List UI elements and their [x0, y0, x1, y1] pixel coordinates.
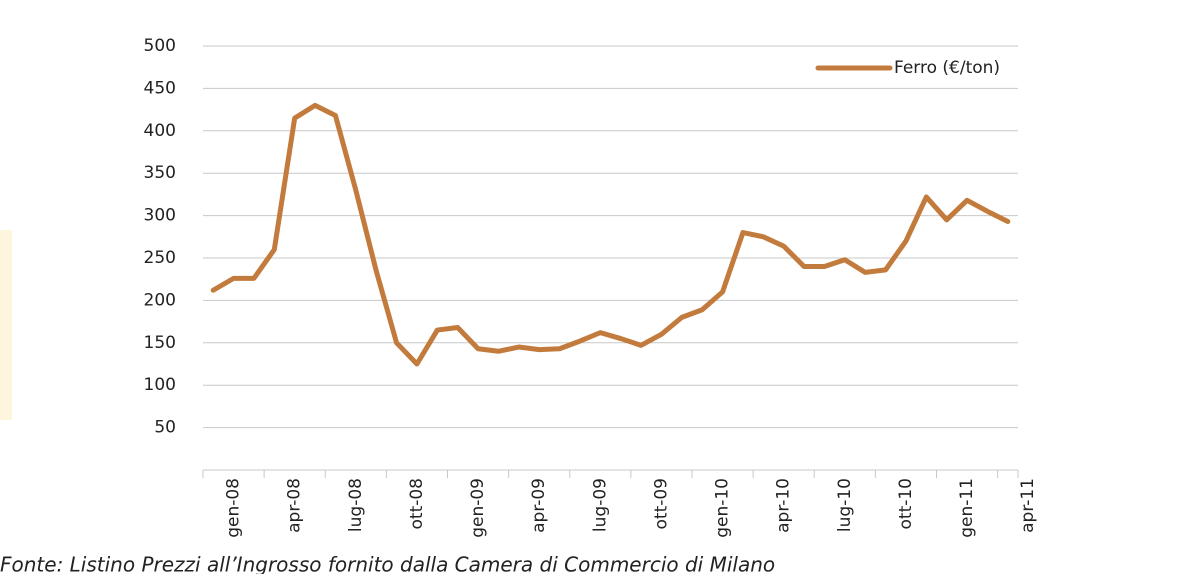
source-note: Fonte: Listino Prezzi all’Ingrosso forni…: [0, 553, 775, 574]
decoration: [0, 230, 12, 420]
y-tick-label: 350: [144, 163, 176, 183]
x-tick-label: lug-09: [590, 478, 610, 532]
x-tick-label: apr-09: [529, 478, 549, 533]
legend-label: Ferro (€/ton): [894, 58, 1000, 78]
x-tick-label: apr-10: [774, 478, 794, 533]
y-tick-label: 50: [154, 418, 176, 438]
y-tick-label: 500: [144, 36, 176, 56]
y-tick-label: 400: [144, 121, 176, 141]
y-tick-label: 150: [144, 333, 176, 353]
line-series: [210, 102, 1011, 367]
x-tick-label: ott-08: [407, 478, 427, 530]
y-tick-label: 200: [144, 290, 176, 310]
y-tick-label: 250: [144, 248, 176, 268]
y-tick-label: 100: [144, 375, 176, 395]
x-tick-label: gen-08: [224, 478, 244, 538]
x-tick-label: ott-09: [651, 478, 671, 530]
x-tick-label: apr-08: [285, 478, 305, 533]
x-tick-label: gen-09: [468, 478, 488, 538]
x-tick-label: lug-10: [835, 478, 855, 532]
y-tick-label: 300: [144, 206, 176, 226]
x-tick-label: ott-10: [896, 478, 916, 530]
x-tick-label: gen-11: [957, 478, 977, 538]
x-tick-label: gen-10: [713, 478, 733, 538]
y-tick-label: 450: [144, 78, 176, 98]
x-tick-label: lug-08: [346, 478, 366, 532]
x-tick-label: apr-11: [1018, 478, 1038, 533]
